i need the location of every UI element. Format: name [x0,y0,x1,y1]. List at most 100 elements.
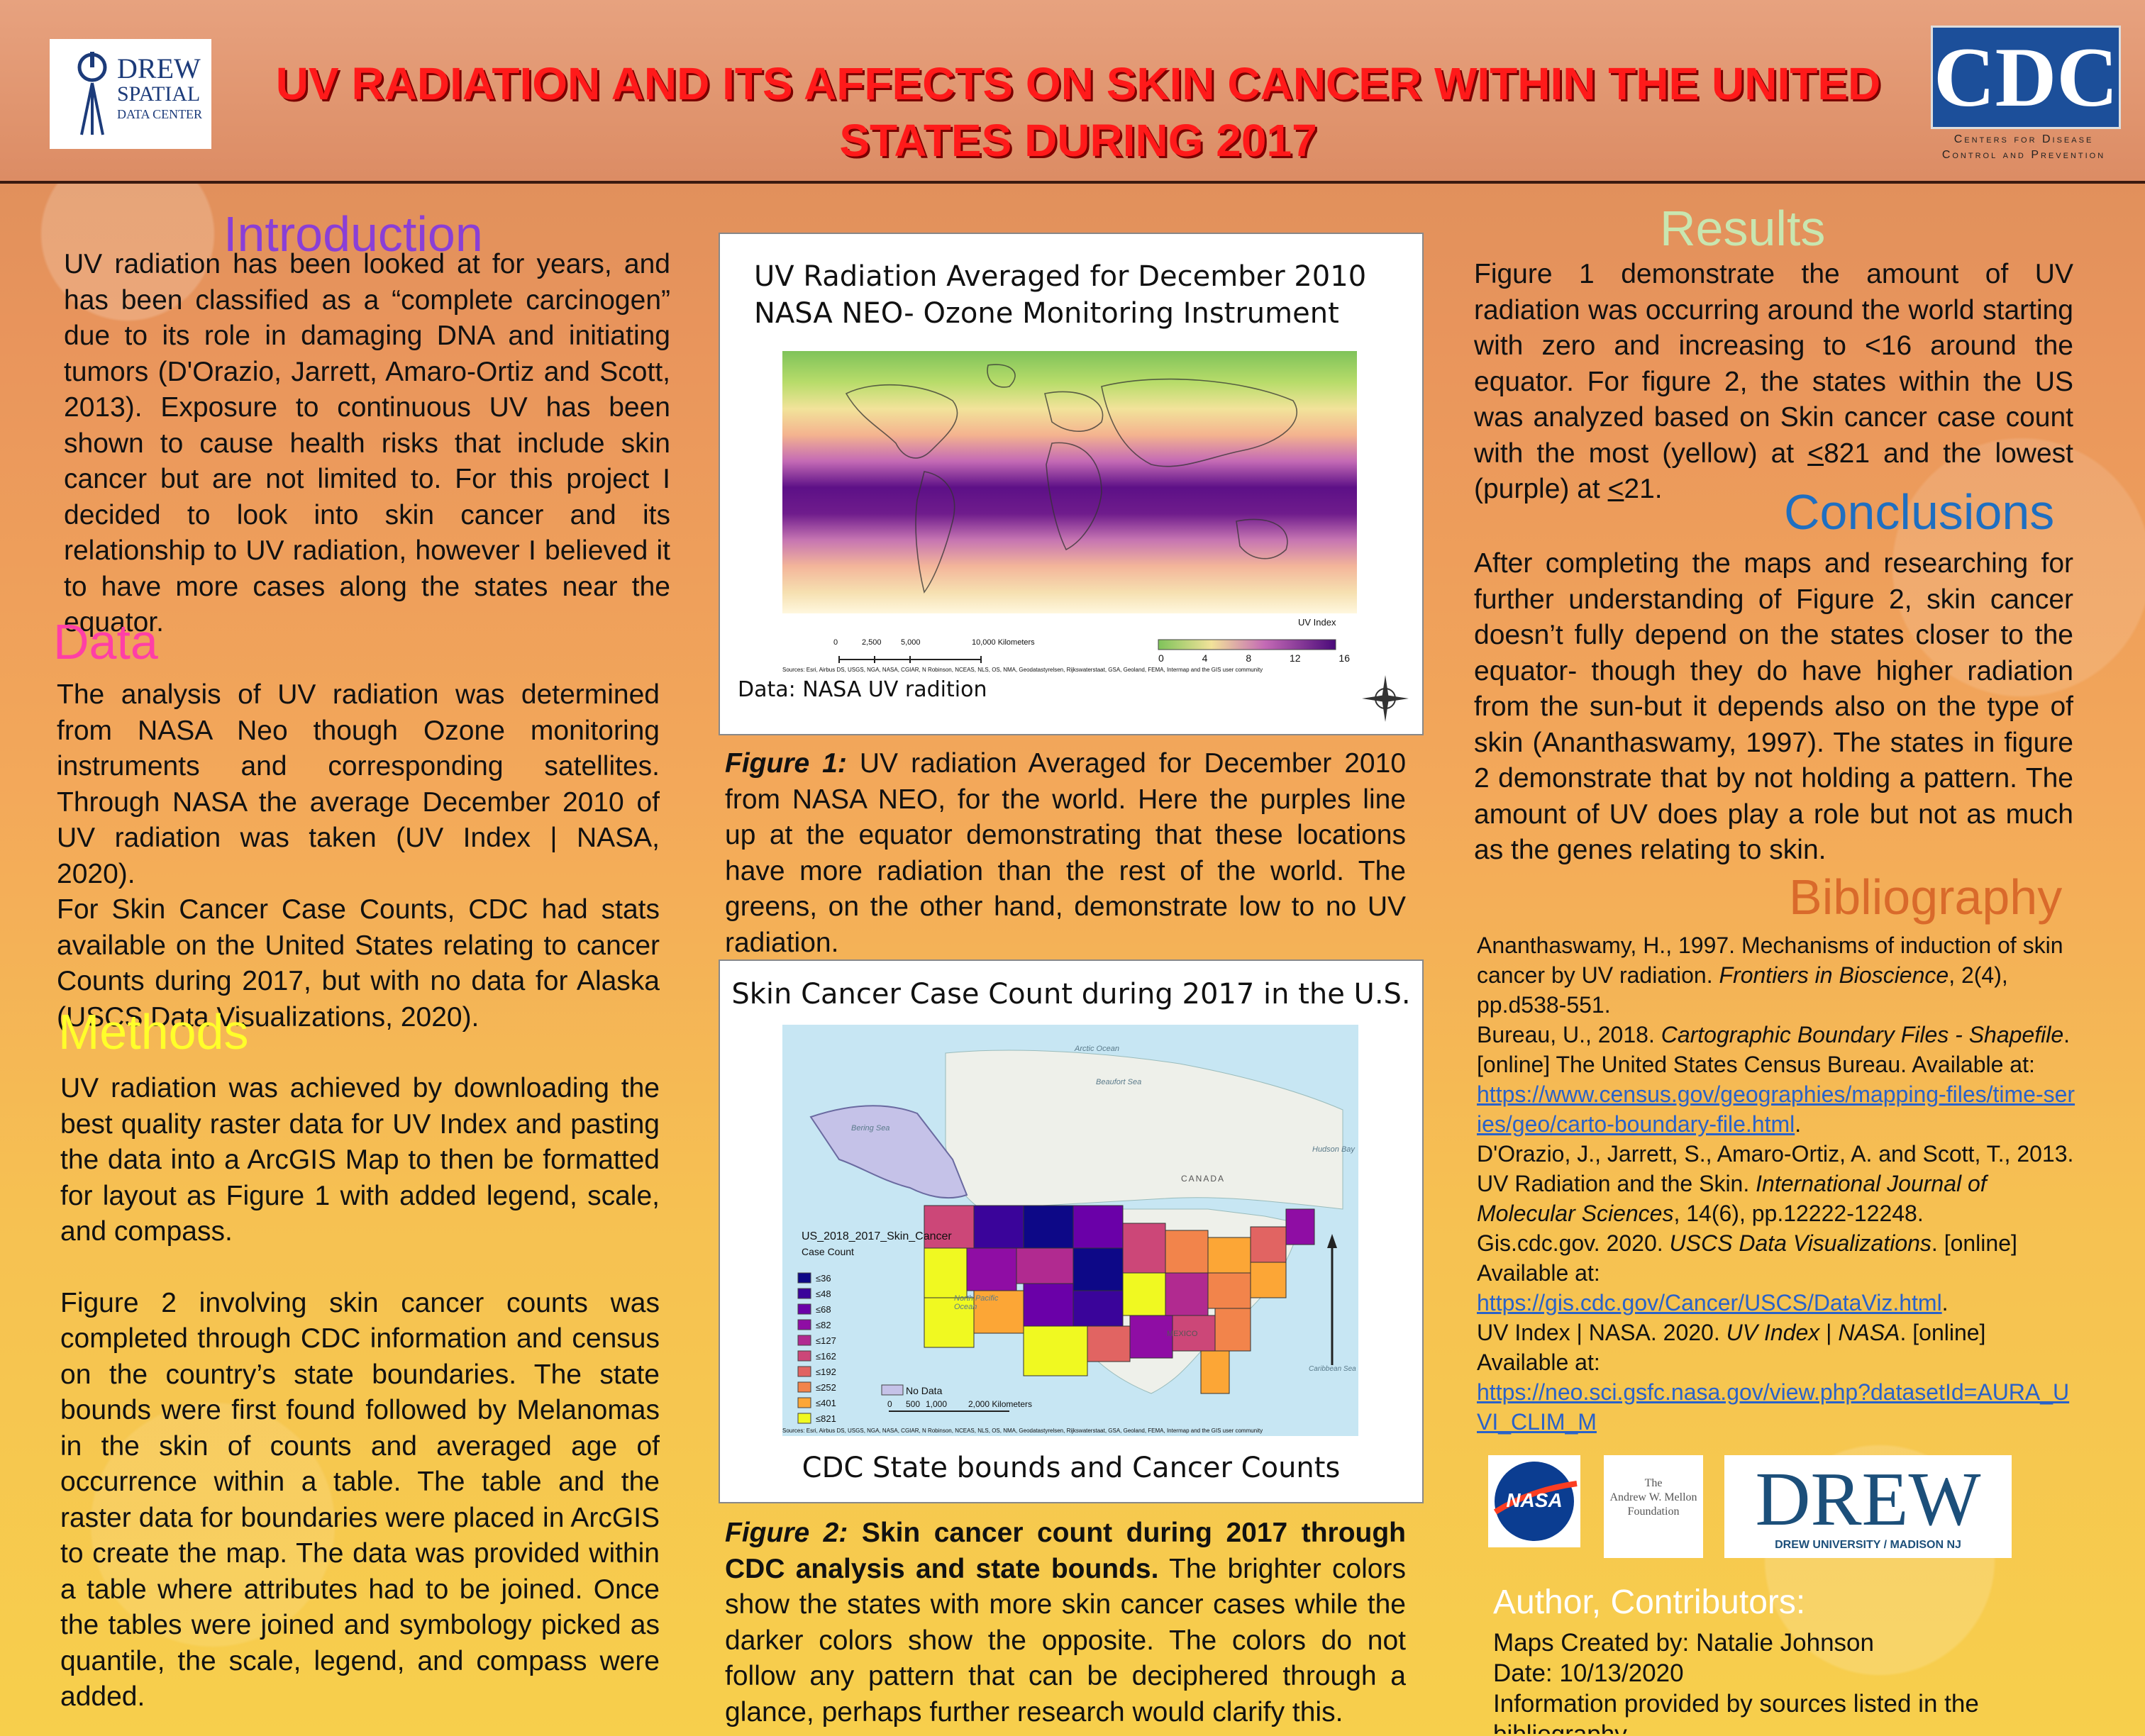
fig1-scale-0: 0 [833,638,838,647]
ref4-details: . [online] Available at: [1477,1230,2017,1286]
mellon-line3: Foundation [1627,1506,1680,1518]
ref2-link[interactable]: https://www.census.gov/geographies/mappi… [1477,1081,2075,1137]
fig2-scale-0: 0 [887,1399,892,1409]
fig1-scale-2500: 2,500 [862,638,882,647]
figure-1-caption-label: Figure 1: [725,748,847,779]
ref2-details: . [online] The United States Census Bure… [1477,1022,2071,1077]
introduction-text: UV radiation has been looked at for year… [64,249,670,638]
cdc-logo: CDC Centers for Disease Control and Prev… [1931,26,2121,167]
nasa-meatball-icon [1493,1462,1578,1541]
fig2-legend-title: US_2018_2017_Skin_Cancer [802,1230,952,1242]
fig2-legend-item: ≤401 [816,1398,836,1408]
fig2-legend-items: ≤36 ≤48 ≤68 ≤82 ≤127 ≤162 ≤192 ≤252 ≤401… [816,1271,836,1427]
fig2-legend-item: ≤192 [816,1367,836,1377]
ref1-text: Ananthaswamy, H., 1997. Mechanisms of in… [1477,933,2063,988]
fig1-scale-5000: 5,000 [901,638,921,647]
fig2-legend-subtitle: Case Count [802,1246,854,1257]
uv-legend-tick: 16 [1338,652,1350,664]
results-text-a: Figure 1 demonstrate the amount of UV ra… [1474,259,2073,469]
caribbean-sea-label: Caribbean Sea [1309,1365,1356,1373]
us-skin-cancer-map [782,1025,1358,1436]
fig2-legend-item: ≤36 [816,1273,831,1284]
uv-legend-title: UV Index [1298,617,1336,628]
cdc-logo-line1: Centers for Disease [1953,133,2094,145]
drew-university-logo: DREW DREW UNIVERSITY / MADISON NJ [1724,1455,2012,1558]
poster-title: UV RADIATION AND ITS AFFECTS ON SKIN CAN… [275,58,1881,166]
reference-5: UV Index | NASA. 2020. UV Index | NASA. … [1477,1318,2080,1437]
figure-2-sources: Sources: Esri, Airbus DS, USGS, NGA, NAS… [782,1428,1263,1434]
figure-1-sources: Sources: Esri, Airbus DS, USGS, NGA, NAS… [782,667,1263,673]
figure-1-scale-and-legend [838,639,1336,663]
figure-2-caption: Figure 2: Skin cancer count during 2017 … [725,1515,1406,1728]
sponsor-logos: NASA The Andrew W. Mellon Foundation DRE… [1480,1447,2083,1560]
figure-1-title-line1: UV Radiation Averaged for December 2010 [754,260,1367,293]
ref5-link[interactable]: https://neo.sci.gsfc.nasa.gov/view.php?d… [1477,1379,2070,1435]
data-paragraph-2: For Skin Cancer Case Counts, CDC had sta… [57,894,660,1033]
fig2-legend-item: ≤82 [816,1320,831,1330]
cdc-logo-line2: Control and Prevention [1941,149,2106,161]
reference-4: Gis.cdc.gov. 2020. USCS Data Visualizati… [1477,1228,2080,1318]
ref5-title-2: NASA [1838,1320,1900,1345]
north-pacific-label: North Pacific Ocean [954,1294,999,1311]
nasa-logo: NASA [1488,1455,1580,1547]
ref3-journal: International Journal of Molecular Scien… [1477,1171,1987,1226]
reference-3: D'Orazio, J., Jarrett, S., Amaro-Ortiz, … [1477,1139,2080,1228]
drew-logo-line3: DATA CENTER [117,107,203,121]
hudson-bay-label: Hudson Bay [1312,1145,1355,1154]
drew-spatial-logo: DREW SPATIAL DATA CENTER [50,39,211,149]
drew-logo-sub: DREW UNIVERSITY / MADISON NJ [1775,1539,1961,1551]
figure-2-panel: Skin Cancer Case Count during 2017 in th… [719,959,1424,1503]
bibliography-heading: Bibliography [1789,869,2063,925]
methods-heading: Methods [58,1004,249,1059]
figure-2-subtitle: CDC State bounds and Cancer Counts [802,1452,1341,1484]
figure-2-caption-label: Figure 2: [725,1518,848,1548]
ref3-details: , 14(6), pp.12222-12248. [1673,1201,1924,1226]
ref2-end: . [1795,1111,1802,1137]
conclusions-text: After completing the maps and researchin… [1474,548,2073,865]
results-le-1: < [1807,438,1824,469]
figure-1-caption: Figure 1: UV radiation Averaged for Dece… [725,746,1406,961]
nasa-logo-text: NASA [1506,1489,1563,1511]
figure-2-caption-bold: Skin cancer count during 2017 through CD… [725,1518,1406,1584]
ref4-title: USCS Data Visualizations [1669,1230,1931,1256]
author-line-3: Information provided by sources listed i… [1493,1690,1979,1734]
drew-logo-line2: SPATIAL [117,82,201,106]
fig2-legend-item: ≤48 [816,1289,831,1299]
ref1-journal: Frontiers in Bioscience [1719,962,1949,988]
ref5-text: UV Index | NASA. 2020. [1477,1320,1726,1345]
drew-spatial-emblem-icon [77,52,107,135]
author-heading: Author, Contributors: [1493,1584,1806,1621]
mellon-line1: The [1644,1477,1663,1489]
data-paragraph-1: The analysis of UV radiation was determi… [57,679,660,889]
results-text-b: 821 and the lowest (purple) at [1474,438,2074,505]
methods-paragraph-1: UV radiation was achieved by downloading… [60,1073,660,1247]
uv-legend-tick: 0 [1158,652,1164,664]
figure-1-panel: UV Radiation Averaged for December 2010 … [719,233,1424,735]
uv-legend-tick: 4 [1202,652,1208,664]
fig1-scale-10000: 10,000 Kilometers [972,638,1035,647]
data-text: The analysis of UV radiation was determi… [57,677,660,1035]
results-text-c: 21. [1624,474,1663,504]
fig2-scale-500: 500 [906,1399,921,1409]
results-heading: Results [1660,201,1826,256]
figure-1-data-note: Data: NASA UV radition [738,677,987,702]
ref5-sep: | [1819,1320,1839,1345]
fig2-legend-item: ≤127 [816,1335,836,1346]
ref2-text: Bureau, U., 2018. [1477,1022,1661,1047]
conclusions-heading: Conclusions [1784,484,2055,540]
bibliography-list: Ananthaswamy, H., 1997. Mechanisms of in… [1477,930,2080,1437]
figure-1-title: UV Radiation Averaged for December 2010 … [754,258,1366,332]
reference-2: Bureau, U., 2018. Cartographic Boundary … [1477,1020,2080,1139]
fig2-no-data-label: No Data [906,1385,943,1396]
ref5-details: . [online] Available at: [1477,1320,1986,1375]
data-heading: Data [53,614,158,669]
ref4-text: Gis.cdc.gov. 2020. [1477,1230,1670,1256]
bering-sea-label: Bering Sea [851,1124,890,1133]
mellon-foundation-logo: The Andrew W. Mellon Foundation [1604,1455,1703,1558]
mexico-label: MEXICO [1167,1330,1198,1338]
uv-legend-tick: 8 [1246,652,1252,664]
ref4-link[interactable]: https://gis.cdc.gov/Cancer/USCS/DataViz.… [1477,1290,1942,1315]
methods-paragraph-2: Figure 2 involving skin cancer counts wa… [60,1287,660,1713]
ref3-text: D'Orazio, J., Jarrett, S., Amaro-Ortiz, … [1477,1141,2074,1196]
author-line-2: Date: 10/13/2020 [1493,1659,1684,1687]
